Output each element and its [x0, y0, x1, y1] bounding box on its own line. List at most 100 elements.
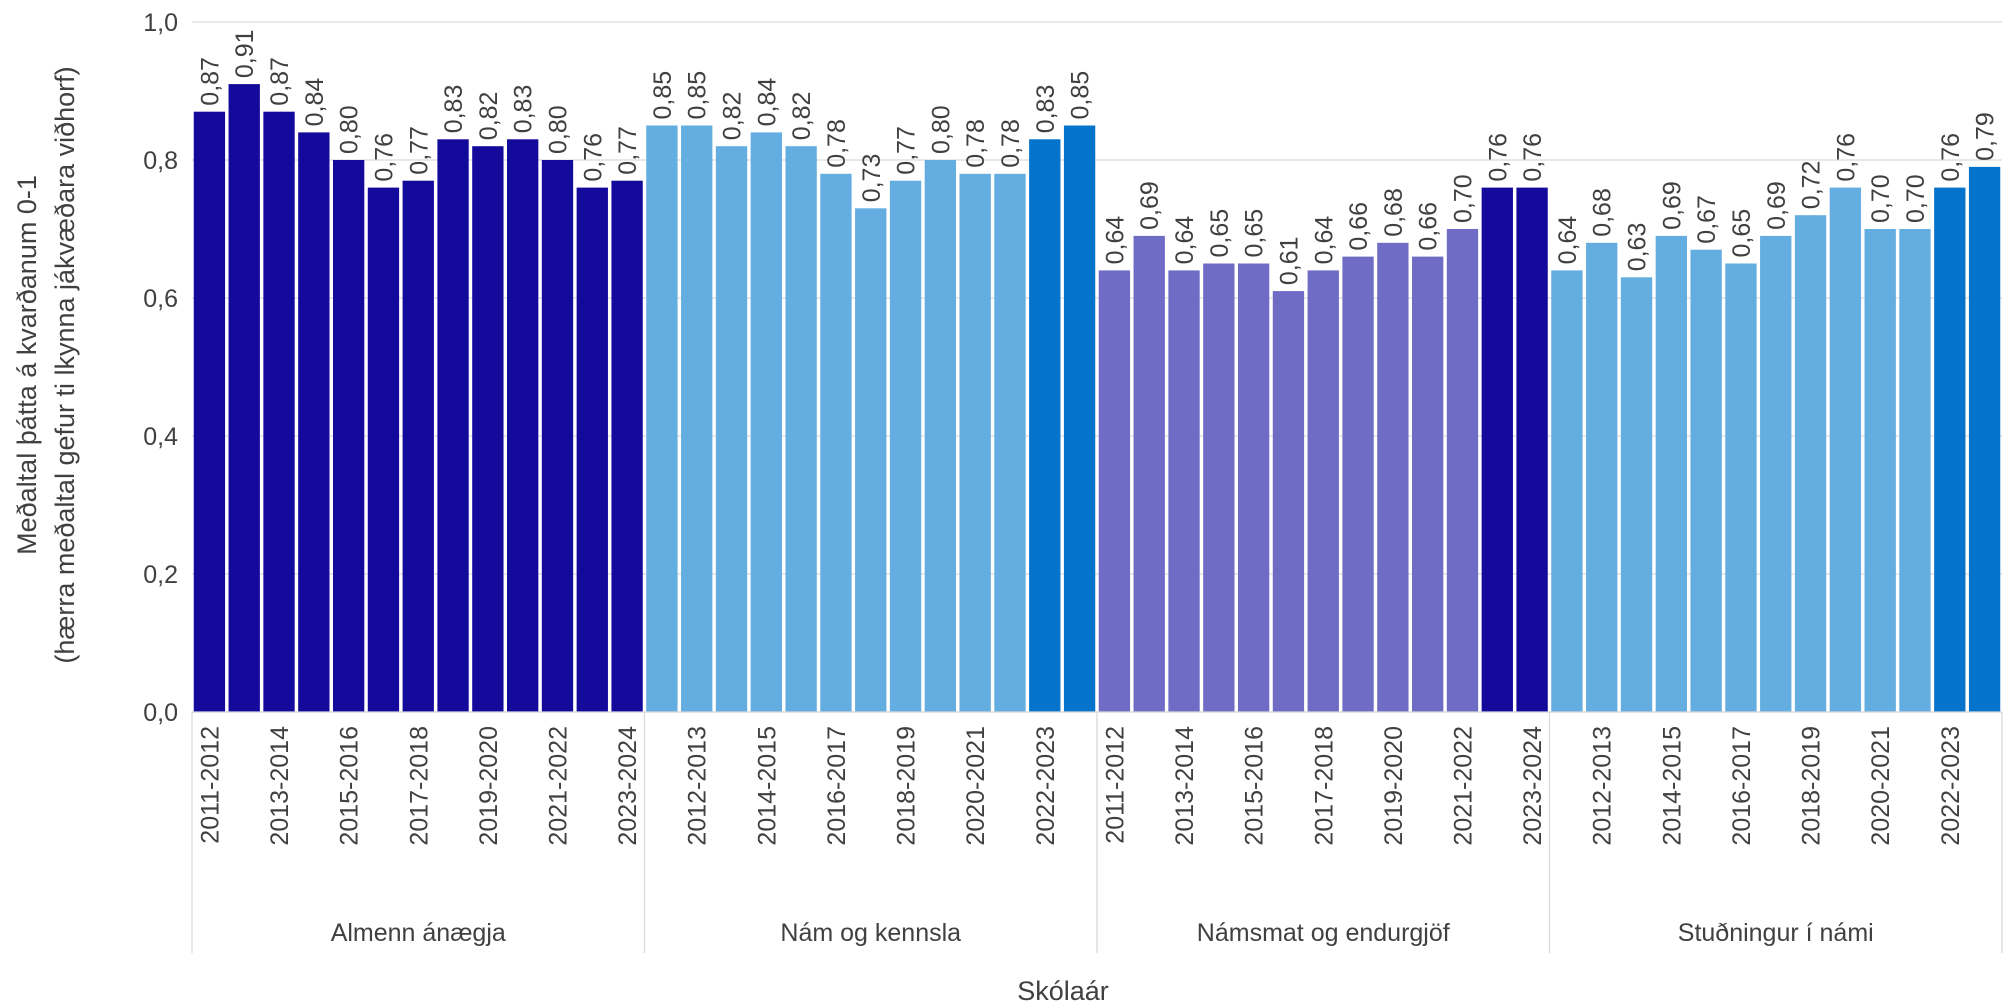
group-label: Almenn ánægja — [331, 919, 506, 947]
data-label: 0,66 — [1345, 202, 1373, 251]
x-tick-label: 2013-2014 — [1171, 726, 1199, 846]
data-label: 0,76 — [370, 133, 398, 182]
x-tick-label: 2017-2018 — [405, 726, 433, 846]
bar — [855, 208, 887, 713]
bar — [1551, 270, 1583, 712]
data-label: 0,82 — [788, 92, 816, 141]
data-label: 0,68 — [1589, 188, 1617, 237]
y-tick-label: 1,0 — [143, 9, 178, 37]
bar — [820, 173, 852, 713]
bar — [1829, 187, 1862, 713]
bar — [193, 111, 226, 712]
data-label: 0,70 — [1902, 174, 1930, 223]
bar — [367, 187, 400, 713]
y-tick-label: 0,4 — [143, 423, 178, 451]
data-label: 0,73 — [858, 154, 886, 203]
data-label: 0,76 — [1937, 133, 1965, 182]
bar — [1237, 263, 1270, 712]
y-axis-title: Meðaltal þátta á kvarðanum 0-1 — [12, 175, 42, 555]
x-tick-label: 2018-2019 — [893, 726, 921, 846]
data-label: 0,76 — [579, 133, 607, 182]
bar — [1690, 249, 1722, 712]
bar — [228, 84, 260, 713]
bar — [576, 187, 608, 713]
x-tick-label: 2012-2013 — [1589, 726, 1617, 846]
bar — [1029, 139, 1061, 713]
x-tick-label: 2014-2015 — [753, 726, 781, 846]
bar — [1899, 229, 1931, 712]
x-tick-label: 2015-2016 — [336, 726, 364, 846]
y-tick-label: 0,8 — [143, 147, 178, 175]
bar — [437, 139, 469, 713]
bar — [611, 180, 643, 712]
bar — [1516, 187, 1548, 713]
bar — [472, 146, 504, 712]
bar — [402, 180, 434, 712]
data-label: 0,69 — [1763, 181, 1791, 230]
data-label: 0,64 — [1171, 216, 1199, 265]
data-label: 0,77 — [405, 126, 433, 175]
x-tick-label: 2011-2012 — [196, 726, 224, 844]
data-label: 0,76 — [1519, 133, 1547, 182]
bar — [1446, 229, 1479, 712]
bar — [1934, 187, 1966, 713]
data-label: 0,64 — [1101, 216, 1129, 265]
data-label: 0,65 — [1241, 209, 1269, 258]
data-label: 0,70 — [1867, 174, 1895, 223]
data-label: 0,61 — [1275, 236, 1303, 285]
data-label: 0,70 — [1449, 174, 1477, 223]
data-label: 0,77 — [614, 126, 642, 175]
bar — [1725, 263, 1757, 712]
bar — [1342, 256, 1374, 712]
bar — [1968, 166, 2001, 712]
data-label: 0,85 — [684, 71, 712, 120]
y-tick-label: 0,6 — [143, 285, 178, 313]
x-tick-label: 2016-2017 — [1728, 726, 1756, 846]
x-tick-label: 2020-2021 — [1867, 726, 1895, 846]
bar — [750, 132, 782, 712]
data-label: 0,83 — [1032, 85, 1060, 134]
y-tick-label: 0,2 — [143, 561, 178, 589]
bar — [1377, 242, 1409, 713]
bar — [715, 146, 748, 712]
bar — [1620, 277, 1653, 712]
bar — [507, 139, 539, 713]
data-label: 0,82 — [719, 92, 747, 141]
bar — [994, 173, 1026, 713]
x-tick-label: 2013-2014 — [266, 726, 294, 846]
bar — [1412, 256, 1444, 712]
data-label: 0,80 — [336, 105, 364, 154]
bar — [1760, 235, 1792, 712]
bar — [298, 132, 330, 712]
data-label: 0,78 — [997, 119, 1025, 168]
data-label: 0,72 — [1798, 161, 1826, 210]
data-label: 0,80 — [927, 105, 955, 154]
x-tick-label: 2012-2013 — [684, 726, 712, 846]
x-tick-label: 2020-2021 — [962, 726, 990, 846]
group-label: Námsmat og endurgjöf — [1197, 919, 1450, 947]
bar — [1133, 235, 1165, 712]
data-label: 0,66 — [1415, 202, 1443, 251]
data-label: 0,65 — [1728, 209, 1756, 258]
data-label: 0,64 — [1554, 216, 1582, 265]
data-label: 0,67 — [1693, 195, 1721, 244]
data-label: 0,63 — [1624, 223, 1652, 272]
data-label: 0,64 — [1310, 216, 1338, 265]
bar — [1203, 263, 1235, 712]
group-label: Stuðningur í námi — [1678, 919, 1874, 947]
y-tick-label: 0,0 — [143, 699, 178, 727]
x-tick-label: 2015-2016 — [1241, 726, 1269, 846]
data-label: 0,84 — [301, 78, 329, 127]
x-tick-label: 2023-2024 — [1519, 726, 1547, 846]
data-label: 0,80 — [544, 105, 572, 154]
x-tick-label: 2011-2012 — [1101, 726, 1129, 844]
bar — [1794, 215, 1827, 712]
bar — [889, 180, 922, 712]
data-label: 0,77 — [893, 126, 921, 175]
bar — [1063, 125, 1096, 712]
bar — [332, 160, 365, 712]
data-label: 0,85 — [649, 71, 677, 120]
data-label: 0,78 — [962, 119, 990, 168]
x-tick-label: 2021-2022 — [544, 726, 572, 846]
